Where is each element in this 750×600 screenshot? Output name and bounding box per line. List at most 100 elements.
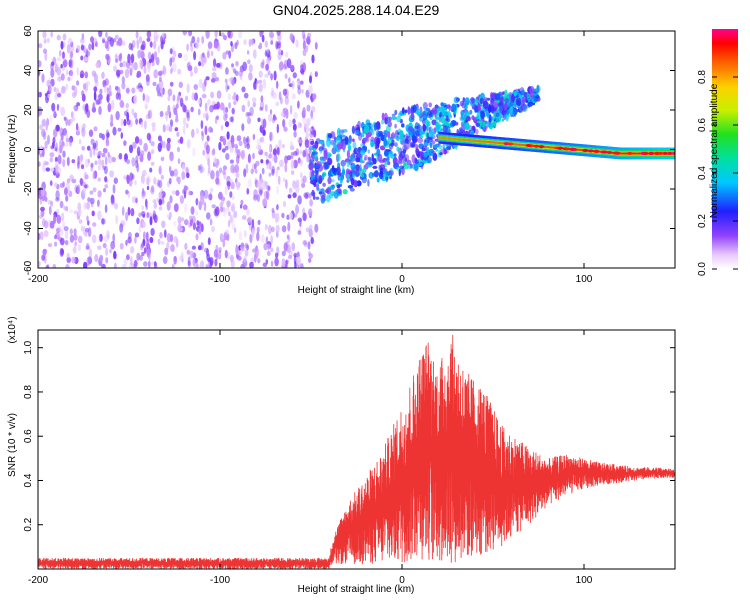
spectrogram-cell: [523, 144, 526, 147]
spectrogram-cell: [323, 149, 328, 158]
spectrogram-cell: [146, 177, 150, 186]
spectrogram-cell: [493, 141, 495, 144]
spectrogram-cell: [91, 210, 95, 217]
spectrogram-cell: [76, 67, 79, 76]
spectrogram-cell: [268, 160, 272, 171]
spectrogram-x-label: Height of straight line (km): [298, 285, 415, 296]
spectrogram-cell: [425, 108, 431, 112]
spectrogram-cell: [275, 101, 280, 107]
spectrogram-cell: [632, 152, 634, 155]
spectrogram-cell: [49, 220, 55, 229]
spectrogram-cell: [228, 211, 231, 217]
spectrogram-cell: [47, 243, 53, 248]
spectrogram-cell: [81, 93, 86, 102]
spectrogram-cell: [406, 166, 412, 169]
spectrogram-cell: [138, 224, 142, 234]
spectrogram-cell: [276, 246, 279, 252]
spectrogram-cell: [222, 206, 226, 213]
spectrogram-cell: [149, 58, 152, 64]
spectrogram-cell: [233, 210, 238, 219]
snr-panel: -200 -100 0 100 0.2 0.4 0.6 0.8 1.0 (x10⁴) Heig…: [7, 316, 676, 595]
spectrogram-cell: [355, 157, 360, 163]
spectrogram-cell: [322, 182, 326, 187]
spectrogram-cell: [80, 44, 85, 51]
y-tick-label: 0.2: [23, 517, 34, 531]
spectrogram-cell: [342, 169, 346, 176]
spectrogram-cell: [182, 31, 188, 36]
spectrogram-cell: [191, 36, 196, 44]
spectrogram-cell: [186, 123, 189, 129]
spectrogram-cell: [213, 103, 219, 110]
spectrogram-cell: [56, 208, 60, 215]
x-tick-label: -100: [210, 575, 230, 586]
spectrogram-cell: [38, 60, 42, 68]
spectrogram-cell: [351, 166, 356, 171]
spectrogram-cell: [298, 159, 303, 164]
spectrogram-cell: [147, 95, 151, 103]
spectrogram-cell: [39, 211, 43, 217]
spectrogram-cell: [212, 66, 217, 72]
spectrogram-cell: [521, 143, 523, 146]
spectrogram-cell: [106, 93, 110, 103]
spectrogram-cell: [481, 140, 483, 143]
spectrogram-cell: [109, 248, 112, 254]
spectrogram-cell: [482, 100, 489, 109]
spectrogram-cell: [422, 114, 428, 119]
snr-frame: [37, 329, 676, 570]
spectrogram-cell: [153, 214, 158, 224]
spectrogram-cell: [477, 140, 479, 143]
spectrogram-cell: [252, 133, 256, 141]
spectrogram-cell: [235, 61, 239, 67]
snr-y-label: SNR (10 * v/v): [7, 413, 18, 477]
spectrogram-cell: [69, 209, 73, 214]
spectrogram-cell: [50, 167, 55, 172]
spectrogram-cell: [286, 58, 292, 69]
spectrogram-cell: [216, 62, 221, 68]
spectrogram-cell: [499, 104, 502, 114]
spectrogram-cell: [139, 254, 143, 261]
spectrogram-cell: [161, 32, 166, 39]
spectrogram-cell: [41, 73, 45, 83]
spectrogram-cell: [93, 86, 98, 92]
spectrogram-cell: [426, 110, 433, 119]
spectrogram-cell: [116, 73, 120, 79]
spectrogram-cell: [73, 104, 76, 111]
spectrogram-cell: [289, 141, 294, 149]
spectrogram-cell: [360, 174, 365, 178]
spectrogram-cell: [104, 204, 108, 213]
spectrogram-cell: [364, 155, 368, 159]
spectrogram-cell: [428, 102, 433, 108]
spectrogram-cell: [124, 68, 130, 79]
spectrogram-cell: [149, 236, 154, 244]
spectrogram-cell: [275, 167, 279, 178]
spectrogram-cell: [219, 102, 225, 111]
spectrogram-cell: [174, 127, 179, 132]
spectrogram-cell: [291, 80, 295, 90]
spectrogram-cell: [45, 122, 48, 131]
spectrogram-cell: [129, 261, 134, 268]
spectrogram-cell: [444, 111, 448, 117]
spectrogram-cell: [243, 39, 247, 46]
spectrogram-cell: [53, 87, 57, 92]
spectrogram-cell: [354, 170, 360, 178]
spectrogram-cell: [459, 138, 461, 141]
y-tick-label: 60: [23, 25, 34, 37]
spectrogram-cell: [386, 116, 391, 124]
spectrogram-cell: [107, 102, 112, 113]
spectrogram-cell: [229, 214, 233, 223]
spectrogram-cell: [446, 137, 448, 140]
spectrogram-cell: [442, 125, 448, 133]
spectrogram-cell: [186, 111, 190, 119]
spectrogram-cell: [160, 156, 165, 162]
y-tick-label: 1.0: [23, 340, 34, 354]
spectrogram-cell: [456, 138, 458, 141]
spectrogram-cell: [85, 48, 89, 58]
spectrogram-cell: [483, 140, 485, 143]
spectrogram-cell: [284, 88, 289, 99]
spectrogram-cell: [290, 151, 294, 160]
spectrogram-cell: [577, 148, 579, 151]
spectrogram-cell: [67, 76, 71, 82]
spectrogram-cell: [101, 71, 105, 79]
spectrogram-cell: [121, 219, 125, 225]
spectrogram-cell: [81, 33, 85, 40]
